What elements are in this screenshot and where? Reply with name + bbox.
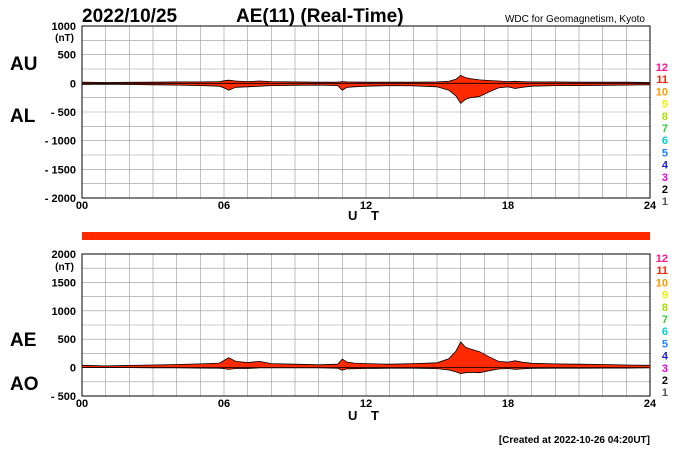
plot-frame [81,253,651,397]
series-line-ao [82,367,651,375]
station-number: 7 [662,123,668,135]
station-number: 4 [662,160,669,172]
y-unit-bottom: (nT) [55,262,74,273]
station-number: 5 [662,147,668,159]
station-number: 9 [662,290,668,302]
y-tick-label: - 1500 [45,164,76,176]
x-tick-label: 18 [502,200,514,212]
station-number: 7 [662,314,668,326]
y-unit-top: (nT) [55,33,74,44]
series-label-au: AU [10,54,37,75]
y-tick-label: 500 [58,334,76,346]
y-tick-label: - 500 [51,107,76,119]
station-number: 1 [662,387,668,399]
station-number: 6 [662,135,668,147]
series-line-al [81,83,651,105]
station-number: 10 [656,277,668,289]
station-number: 8 [662,302,668,314]
station-number: 9 [662,99,668,111]
chart-source: WDC for Geomagnetism, Kyoto [505,14,645,25]
station-number: 1 [662,196,668,208]
coverage-fill [82,232,650,240]
chart-date: 2022/10/25 [82,6,178,27]
x-tick-label: 24 [644,398,657,410]
chart-title: AE(11) (Real-Time) [236,6,404,27]
plot-frame [81,25,651,199]
x-tick-label: 12 [360,398,372,410]
x-tick-label: 00 [76,398,88,410]
x-tick-label: 18 [502,398,514,410]
y-tick-label: 0 [70,78,76,90]
series-area-ae [82,342,650,368]
series-label-al: AL [10,106,36,127]
series-label-ae: AE [10,330,36,351]
y-tick-label: - 500 [51,391,76,403]
y-tick-label: 1000 [52,306,76,318]
station-number: 4 [662,351,669,363]
station-number: 12 [656,253,668,265]
station-number: 2 [662,184,668,196]
station-number: 3 [662,363,668,375]
series-line-au [81,74,651,83]
y-tick-label: 1500 [52,277,76,289]
y-tick-label: 0 [70,363,76,375]
station-number: 11 [656,265,668,277]
station-number: 10 [656,86,668,98]
x-tick-label: 06 [218,200,230,212]
station-number: 3 [662,172,668,184]
x-axis-label-top: U T [348,208,384,223]
station-number: 2 [662,375,668,387]
y-tick-label: 1000 [52,21,76,33]
station-number: 5 [662,338,668,350]
station-number: 12 [656,62,668,74]
y-tick-label: - 2000 [45,193,76,205]
x-axis-label-bottom: U T [348,408,384,423]
series-area-au [82,75,650,84]
x-tick-label: 06 [218,398,230,410]
y-tick-label: 500 [58,50,76,62]
station-number: 8 [662,111,668,123]
x-tick-label: 00 [76,200,88,212]
data-coverage-bar [82,232,650,240]
series-line-ae [81,341,651,367]
x-tick-label: 12 [360,200,372,212]
y-tick-label: 2000 [52,249,76,261]
created-timestamp: [Created at 2022-10-26 04:20UT] [499,435,650,446]
y-tick-label: - 1000 [45,136,76,148]
series-label-ao: AO [10,374,39,395]
station-number: 11 [656,74,668,86]
x-tick-label: 24 [644,200,657,212]
station-number: 6 [662,326,668,338]
